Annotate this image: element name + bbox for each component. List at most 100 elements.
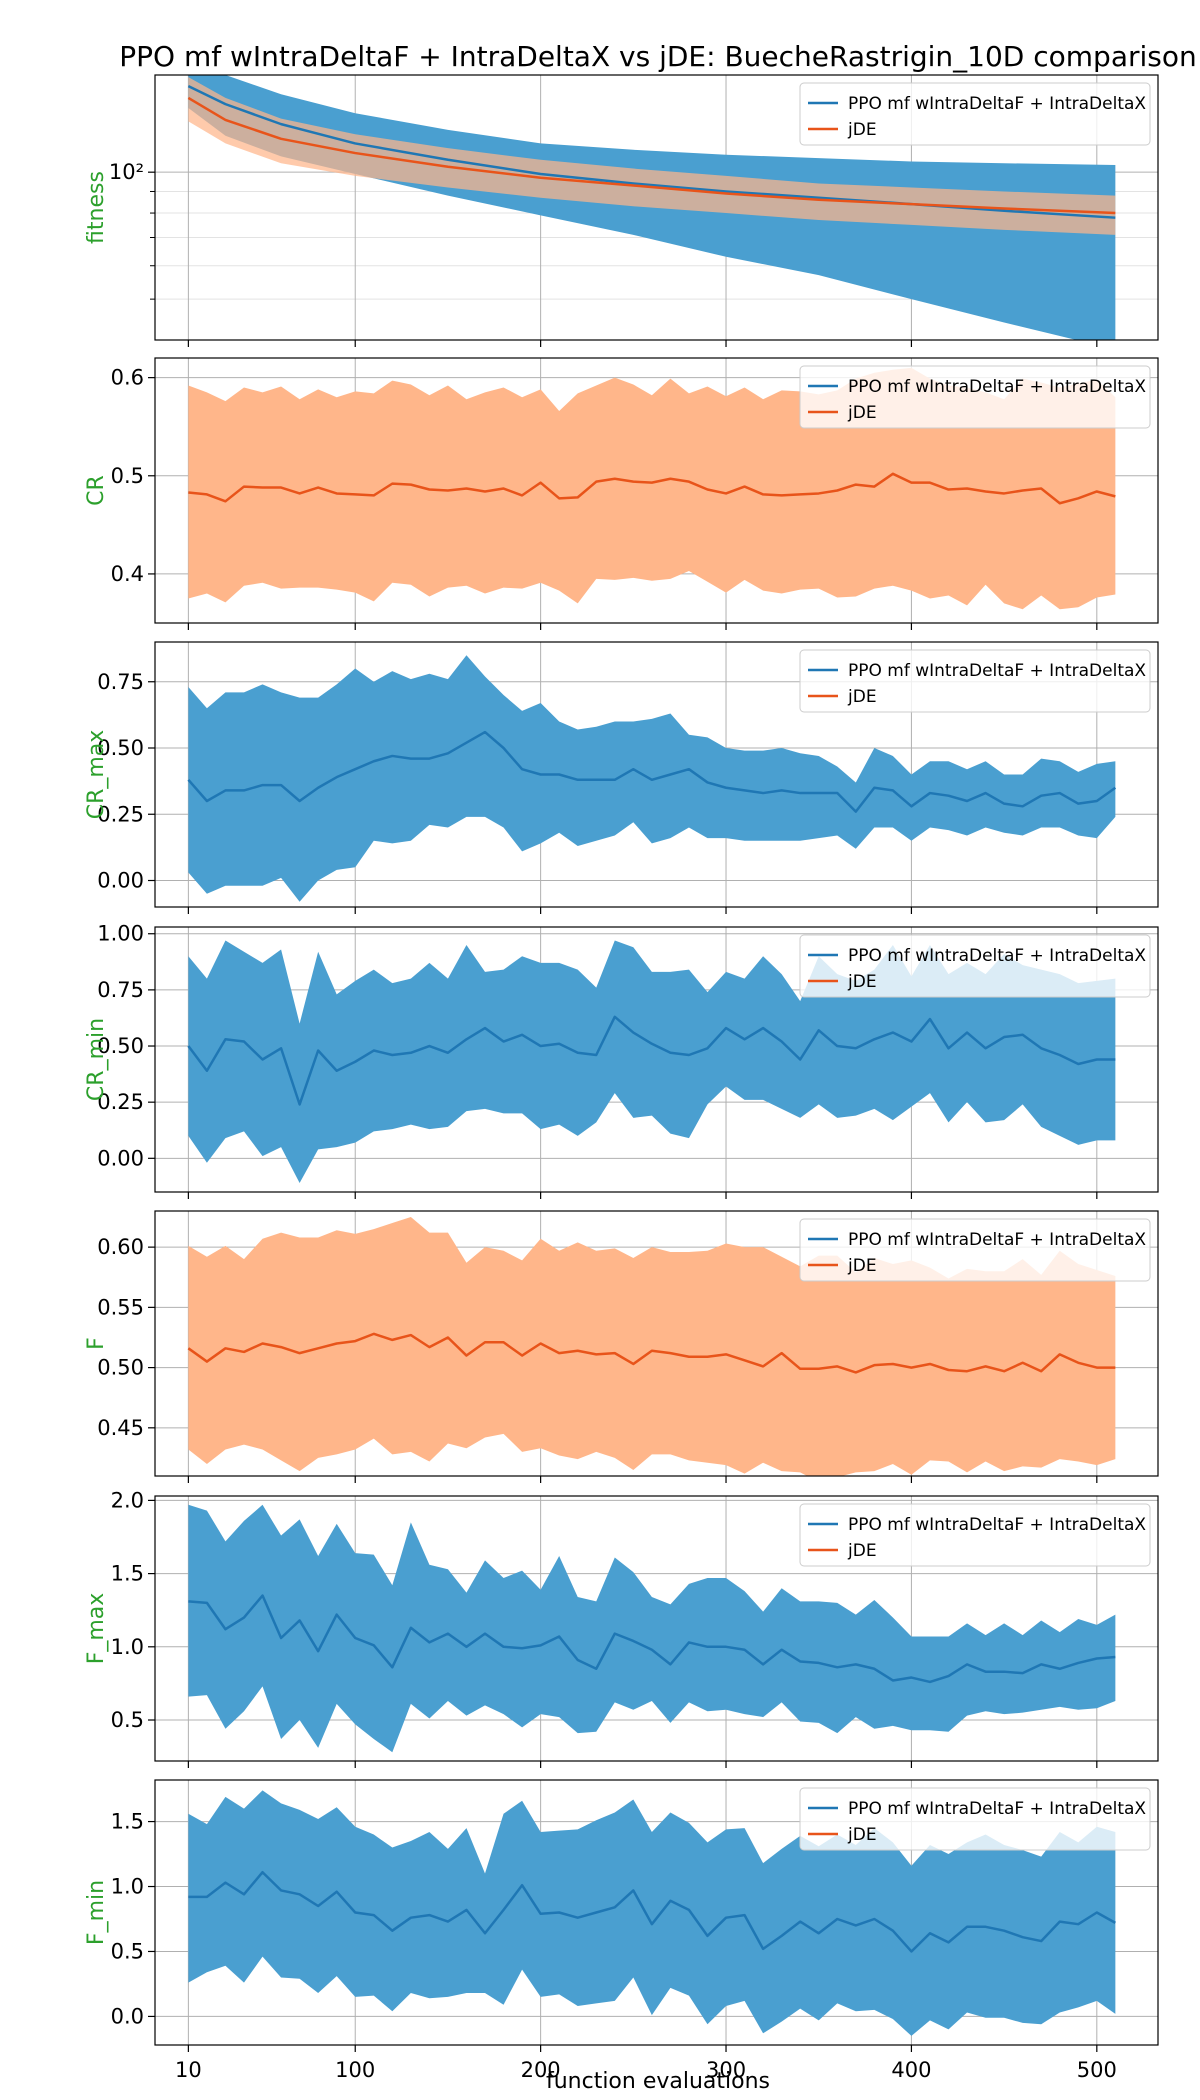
legend-box [799,82,1151,146]
legend-label: PPO mf wIntraDeltaF + IntraDeltaX [848,946,1146,966]
y-tick-label: 0.5 [111,1939,144,1963]
plot-area [187,75,1116,340]
legend-box [799,649,1151,713]
x-tick-label: 400 [891,2058,931,2082]
legend-label: PPO mf wIntraDeltaF + IntraDeltaX [848,377,1146,397]
legend: PPO mf wIntraDeltaF + IntraDeltaX jDE [799,82,1151,146]
subplot-f-max: 0.5 1.0 1.5 2.0 F_max PPO mf wIntraDeltaF + I… [84,1488,1159,1768]
plot-area [187,655,1117,902]
legend: PPO mf wIntraDeltaF + IntraDeltaX jDE [799,649,1151,713]
y-tick-label: 1.5 [111,1810,144,1834]
y-tick-label: 0.75 [97,978,144,1002]
jde-mean-line [187,96,1116,215]
ppo-mean-line [187,1015,1116,1106]
axes-frame [154,641,1159,908]
y-tick-label: 0.00 [97,1146,144,1170]
legend-label: jDE [847,1256,877,1276]
y-tick-label: 0.55 [97,1295,144,1319]
jde-mean-line [188,472,1116,505]
plot-area [187,1217,1116,1476]
y-axis-label: CR_min [84,1018,109,1101]
axes-frame [154,357,1159,624]
x-tick-label: 500 [1077,2058,1117,2082]
y-tick-label: 0.4 [111,562,144,586]
y-axis-label: F [84,1337,109,1350]
y-tick-label: 0.6 [111,366,144,390]
legend: PPO mf wIntraDeltaF + IntraDeltaX jDE [799,1503,1151,1567]
legend-box [799,1503,1151,1567]
ppo-mean-line [188,1870,1116,1953]
y-tick-label: 1.00 [97,922,144,946]
legend-label: jDE [847,1541,877,1561]
y-tick-label: 1.0 [111,1635,144,1659]
ppo-std-band [188,1504,1116,1753]
subplot-f: 0.45 0.50 0.55 0.60 F PPO mf wIntraDeltaF + I… [84,1210,1159,1483]
x-tick-label: 10 [175,2058,202,2082]
y-tick-label: 0.25 [97,802,144,826]
ppo-mean-line [187,730,1117,813]
y-tick-label: 0.5 [111,464,144,488]
axes-frame [154,1495,1159,1762]
legend: PPO mf wIntraDeltaF + IntraDeltaX jDE [799,934,1151,998]
jde-std-band [188,1217,1116,1476]
y-tick-label: 1.5 [111,1562,144,1586]
ppo-std-band [188,1790,1116,2036]
axes-frame [154,74,1159,341]
legend-label: jDE [847,1825,877,1845]
legend-label: jDE [847,120,877,140]
axes-frame [154,1779,1159,2046]
ppo-std-band [188,940,1116,1184]
legend-label: jDE [847,972,877,992]
axes-frame [154,926,1159,1193]
x-tick-label: 100 [335,2058,375,2082]
jde-std-band [188,77,1116,235]
y-tick-label: 1.0 [111,1875,144,1899]
y-tick-label: 0.75 [97,670,144,694]
x-axis-label: function evaluations [546,2069,770,2094]
subplot-cr: 0.4 0.5 0.6 CR PPO mf wIntraDeltaF + IntraDe… [84,357,1159,630]
subplot-f-min: 0.0 0.5 1.0 1.5 10 100 200 300 400 500 F_min PPO mf… [84,1779,1159,2082]
legend: PPO mf wIntraDeltaF + IntraDeltaX jDE [799,365,1151,429]
y-tick-label: 0.5 [111,1708,144,1732]
y-tick-label: 0.50 [97,736,144,760]
y-tick-label: 2.0 [111,1488,144,1512]
legend-label: jDE [847,403,877,423]
x-tick-label: 200 [521,2058,561,2082]
y-tick-label: 0.00 [97,869,144,893]
figure-title: PPO mf wIntraDeltaF + IntraDeltaX vs jDE… [119,40,1197,73]
y-tick-label: 0.50 [97,1034,144,1058]
y-axis-label: fitness [84,171,109,244]
plot-area [188,1790,1116,2036]
plot-area [187,940,1116,1184]
legend-box [799,1218,1151,1282]
y-tick-label: 0.0 [111,2004,144,2028]
legend: PPO mf wIntraDeltaF + IntraDeltaX jDE [799,1787,1151,1851]
subplot-cr-max: 0.00 0.25 0.50 0.75 CR_max PPO mf wIntraDelta… [84,641,1159,914]
axes-frame [154,1210,1159,1477]
plot-area [188,1504,1116,1753]
x-tick-label: 300 [706,2058,746,2082]
ppo-mean-line [188,1594,1116,1684]
jde-mean-line [187,1332,1116,1374]
subplot-cr-min: 0.00 0.25 0.50 0.75 1.00 CR_min PPO mf wIntraD… [84,922,1159,1199]
legend-label: PPO mf wIntraDeltaF + IntraDeltaX [848,94,1146,114]
y-tick-label: 0.50 [97,1356,144,1380]
y-axis-label: CR_max [84,730,109,820]
legend-box [799,365,1151,429]
legend-label: PPO mf wIntraDeltaF + IntraDeltaX [848,1515,1146,1535]
legend: PPO mf wIntraDeltaF + IntraDeltaX jDE [799,1218,1151,1282]
y-tick-label: 0.60 [97,1235,144,1259]
y-axis-label: F_max [84,1593,109,1665]
legend-label: PPO mf wIntraDeltaF + IntraDeltaX [848,1799,1146,1819]
y-tick-label: 0.25 [97,1090,144,1114]
y-axis-label: F_min [84,1880,109,1945]
legend-box [799,934,1151,998]
legend-label: PPO mf wIntraDeltaF + IntraDeltaX [848,661,1146,681]
y-tick-label: 10² [109,160,144,184]
y-tick-label: 0.45 [97,1416,144,1440]
y-axis-label: CR [84,475,109,506]
legend-label: jDE [847,687,877,707]
